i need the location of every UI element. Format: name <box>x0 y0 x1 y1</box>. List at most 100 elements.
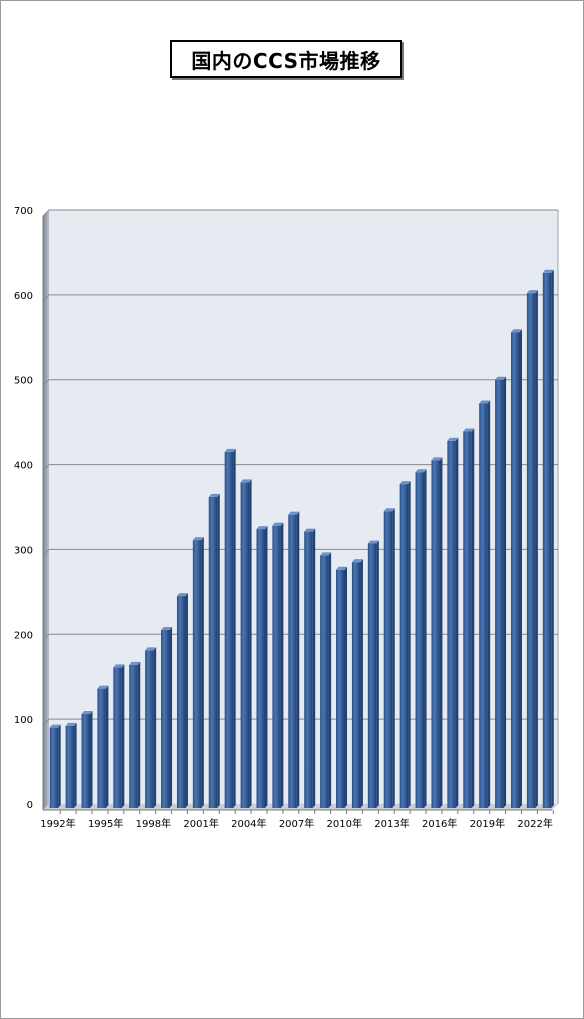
bar <box>224 451 234 808</box>
bar <box>256 529 265 808</box>
bar-top <box>351 559 363 563</box>
bar <box>288 514 297 808</box>
bar-top <box>415 469 427 473</box>
x-tick-label: 2007年 <box>279 817 314 830</box>
bar-side <box>535 290 538 808</box>
bar <box>336 569 345 808</box>
bar-side <box>519 329 522 808</box>
bar-side <box>344 566 348 808</box>
bar-top <box>495 376 507 380</box>
x-tick-label: 2019年 <box>470 817 505 830</box>
bar-top <box>49 724 61 728</box>
x-tick-label: 2010年 <box>327 817 362 830</box>
bar-side <box>58 724 61 808</box>
y-tick-label: 200 <box>14 630 33 641</box>
bar-side <box>264 526 268 808</box>
bar-side <box>217 493 220 808</box>
x-tick-label: 2001年 <box>183 817 218 830</box>
bar <box>463 431 472 808</box>
y-tick-label: 500 <box>14 376 33 387</box>
gridline-diag <box>42 464 50 471</box>
bar <box>240 482 250 808</box>
x-tick-label: 1995年 <box>88 817 123 830</box>
x-tick-label: 2016年 <box>422 817 457 830</box>
gridline-diag <box>42 633 50 641</box>
bar-top <box>113 664 125 668</box>
bar-side <box>312 528 316 808</box>
bar-top <box>431 457 443 461</box>
bar <box>192 540 202 808</box>
bar-side <box>487 400 491 808</box>
chart-title-box: 国内のCCS市場推移 <box>170 40 402 78</box>
bar <box>383 511 393 808</box>
bar-side <box>503 376 507 808</box>
bar <box>320 555 329 808</box>
bar-top <box>288 511 300 515</box>
bar-side <box>296 511 300 808</box>
bar-side <box>153 647 157 808</box>
bar <box>351 562 361 808</box>
bar-side <box>185 593 188 808</box>
x-tick-label: 2022年 <box>517 817 552 830</box>
bar <box>129 664 138 808</box>
bar-top <box>320 552 332 556</box>
bar-top <box>192 537 204 541</box>
x-tick-label: 2013年 <box>374 817 409 830</box>
plot-floor <box>43 804 558 810</box>
bar <box>510 332 520 808</box>
bar <box>81 714 91 808</box>
bar-top <box>240 479 252 483</box>
bar-top <box>224 448 236 452</box>
bar-top <box>208 493 220 497</box>
bar-side <box>249 479 252 808</box>
bar <box>161 630 170 808</box>
bar <box>272 525 281 808</box>
bar-top <box>526 290 538 294</box>
bar-top <box>97 685 109 689</box>
bar-top <box>272 522 284 526</box>
gridline-diag <box>42 379 50 387</box>
bar-top <box>542 269 554 273</box>
gridline-diag <box>42 718 50 726</box>
bar-top <box>176 593 188 597</box>
bar-side <box>424 469 427 808</box>
bar-side <box>137 661 141 808</box>
bar-side <box>376 540 379 808</box>
bar-top <box>145 647 157 651</box>
bar <box>399 484 409 808</box>
bar <box>526 293 536 808</box>
bar-side <box>90 711 93 808</box>
bar <box>367 543 377 808</box>
x-tick-label: 2004年 <box>231 817 266 830</box>
y-tick-label: 400 <box>14 461 33 472</box>
bar <box>304 531 313 808</box>
bar-side <box>455 437 459 808</box>
y-tick-label: 0 <box>27 800 33 811</box>
bar-side <box>280 522 284 808</box>
bar-side <box>201 537 204 808</box>
y-tick-label: 700 <box>14 206 33 217</box>
bar <box>176 596 186 808</box>
bar <box>97 688 106 808</box>
bar <box>49 727 59 808</box>
bar-side <box>233 448 236 808</box>
y-tick-label: 600 <box>14 291 33 302</box>
bar-top <box>447 437 459 441</box>
bar <box>415 472 425 808</box>
plot-side-wall <box>43 210 49 810</box>
bar-top <box>463 428 475 432</box>
bar-top <box>65 722 77 726</box>
bar <box>495 379 504 808</box>
gridline-diag <box>42 549 50 556</box>
bar-side <box>392 508 395 808</box>
bar-top <box>479 400 491 404</box>
x-tick-label: 1998年 <box>136 817 171 830</box>
bar-top <box>304 528 316 532</box>
bar <box>145 650 154 808</box>
y-tick-label: 100 <box>14 715 33 726</box>
bar-top <box>336 566 348 570</box>
x-tick-label: 1992年 <box>40 817 75 830</box>
bar-top <box>256 526 268 530</box>
bar-top <box>161 627 173 631</box>
